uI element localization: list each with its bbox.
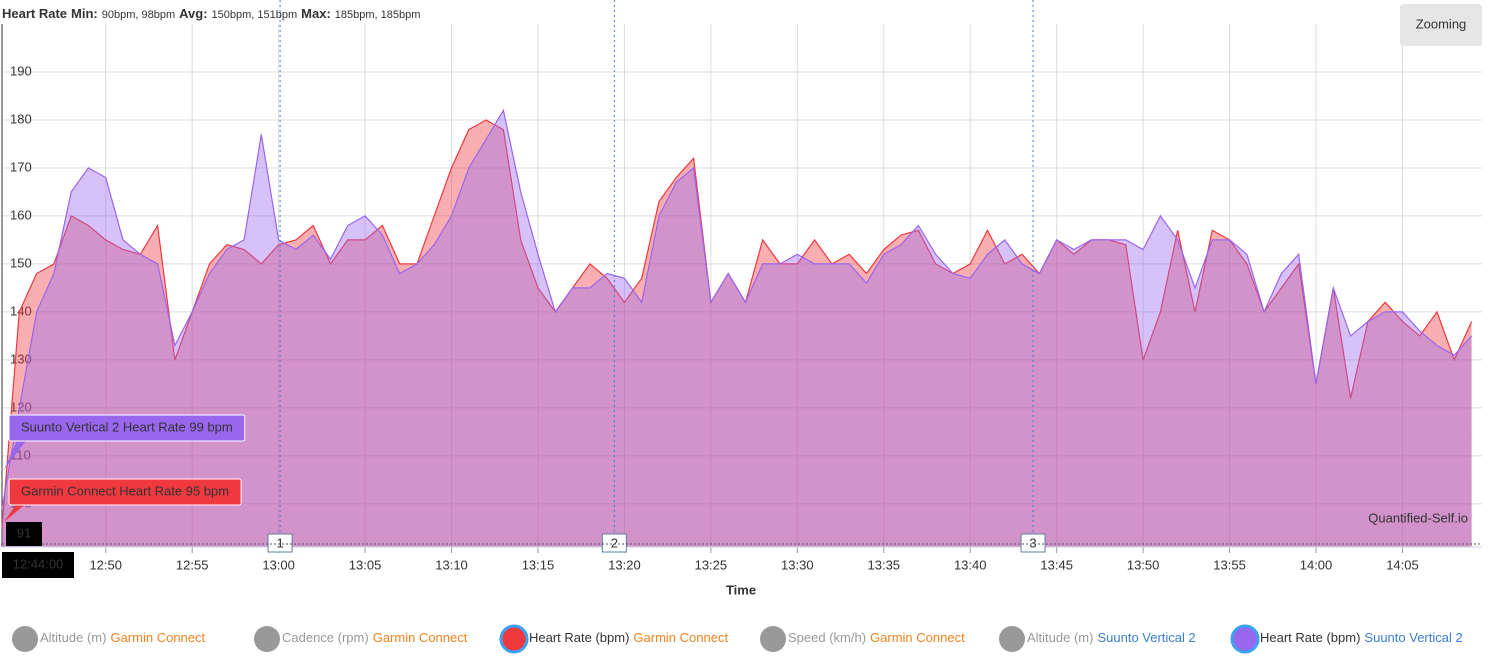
y-tick-label: 140	[10, 303, 32, 318]
title: Heart Rate	[2, 6, 67, 21]
legend-symbol[interactable]	[254, 626, 280, 652]
legend-text[interactable]: Heart Rate (bpm) Suunto Vertical 2	[1260, 630, 1463, 645]
legend-item[interactable]: Heart Rate (bpm) Suunto Vertical 2	[1230, 624, 1463, 654]
legend-text[interactable]: Altitude (m) Suunto Vertical 2	[1027, 630, 1196, 645]
x-tick-label: 13:40	[954, 557, 987, 572]
tooltip-box	[8, 478, 242, 506]
x-tick-label: 13:20	[608, 557, 641, 572]
stat-value: 90bpm, 98bpm	[102, 9, 175, 21]
x-tick-label: 13:30	[781, 557, 814, 572]
stat-label: Avg:	[179, 6, 207, 21]
line	[1, 108, 1473, 509]
y-tick-label: 190	[10, 63, 32, 78]
x-tick-label: 13:10	[435, 557, 468, 572]
x-tick-label: 12:55	[176, 557, 209, 572]
watermark: Quantified-Self.io	[1368, 510, 1468, 525]
crosshair-y-label: 91	[17, 525, 31, 540]
tooltip-pointer	[4, 502, 28, 522]
legend-label[interactable]: Heart Rate (bpm)	[1260, 630, 1360, 645]
stat-value: 150bpm, 151bpm	[212, 9, 298, 21]
legend-item[interactable]: Speed (km/h) Garmin Connect	[760, 626, 965, 652]
x-tick-label: 13:25	[695, 557, 728, 572]
legend-source[interactable]: Garmin Connect	[110, 630, 205, 645]
lap-box	[601, 533, 627, 553]
legend-text[interactable]: Speed (km/h) Garmin Connect	[788, 630, 965, 645]
legend-label[interactable]: Heart Rate (bpm)	[529, 630, 629, 645]
tooltip	[4, 478, 242, 522]
legend-source[interactable]: Garmin Connect	[870, 630, 965, 645]
x-tick-label: 13:45	[1040, 557, 1073, 572]
crosshair-y-box	[6, 522, 42, 546]
x-tick-label: 13:50	[1127, 557, 1160, 572]
stat-label: Max:	[301, 6, 331, 21]
area-fill	[2, 120, 1472, 547]
lap-label: 1	[276, 535, 283, 550]
legend-source[interactable]: Suunto Vertical 2	[1364, 630, 1462, 645]
crosshair-x-box	[2, 552, 74, 578]
lap-label: 3	[1029, 535, 1036, 550]
y-tick-label: 120	[10, 399, 32, 414]
crosshair-x-label: 12:44:00	[13, 556, 64, 571]
x-tick-label: 14:05	[1386, 557, 1419, 572]
legend-label[interactable]: Altitude (m)	[40, 630, 106, 645]
legend-text[interactable]: Heart Rate (bpm) Garmin Connect	[529, 630, 728, 645]
lap-box	[1020, 533, 1046, 553]
legend-item[interactable]: Heart Rate (bpm) Garmin Connect	[499, 624, 728, 654]
zoom-button-label[interactable]: Zooming	[1416, 16, 1467, 31]
legend-text[interactable]: Altitude (m) Garmin Connect	[40, 630, 206, 645]
zoom-button[interactable]	[1400, 4, 1482, 46]
legend-item[interactable]: Cadence (rpm) Garmin Connect	[254, 626, 468, 652]
legend-source[interactable]: Garmin Connect	[373, 630, 468, 645]
legend-source[interactable]: Suunto Vertical 2	[1097, 630, 1195, 645]
x-tick-label: 14:00	[1300, 557, 1333, 572]
legend-symbol[interactable]	[760, 626, 786, 652]
y-tick-label: 170	[10, 159, 32, 174]
tooltip-box	[8, 414, 246, 442]
legend-symbol[interactable]	[999, 626, 1025, 652]
legend-item[interactable]: Altitude (m) Garmin Connect	[12, 626, 206, 652]
chart-title: Heart Rate Min: 90bpm, 98bpm Avg: 150bpm, 15…	[2, 6, 420, 21]
legend-source[interactable]: Garmin Connect	[633, 630, 728, 645]
lap-box	[267, 533, 293, 553]
legend-symbol[interactable]	[1230, 624, 1260, 654]
stat-label: Min:	[71, 6, 98, 21]
tooltip-text: Garmin Connect Heart Rate 95 bpm	[21, 483, 229, 498]
x-tick-label: 12:50	[89, 557, 122, 572]
y-tick-label: 150	[10, 255, 32, 270]
legend-label[interactable]: Cadence (rpm)	[282, 630, 369, 645]
stat-value: 185bpm, 185bpm	[335, 9, 421, 21]
x-tick-label: 13:00	[262, 557, 295, 572]
legend-label[interactable]: Altitude (m)	[1027, 630, 1093, 645]
x-tick-label: 13:05	[349, 557, 382, 572]
tooltip	[4, 414, 246, 470]
tooltip-pointer	[4, 438, 28, 470]
x-tick-label: 13:15	[522, 557, 555, 572]
legend-text[interactable]: Cadence (rpm) Garmin Connect	[282, 630, 468, 645]
area-fill	[2, 110, 1472, 548]
y-tick-label: 160	[10, 207, 32, 222]
tooltip-text: Suunto Vertical 2 Heart Rate 99 bpm	[21, 419, 233, 434]
legend-label[interactable]: Speed (km/h)	[788, 630, 866, 645]
x-tick-label: 13:55	[1213, 557, 1246, 572]
legend-symbol[interactable]	[499, 624, 529, 654]
x-tick-label: 13:35	[868, 557, 901, 572]
legend-symbol[interactable]	[12, 626, 38, 652]
legend-item[interactable]: Altitude (m) Suunto Vertical 2	[999, 626, 1196, 652]
x-axis-title: Time	[726, 582, 756, 597]
lap-label: 2	[611, 535, 618, 550]
y-tick-label: 180	[10, 111, 32, 126]
